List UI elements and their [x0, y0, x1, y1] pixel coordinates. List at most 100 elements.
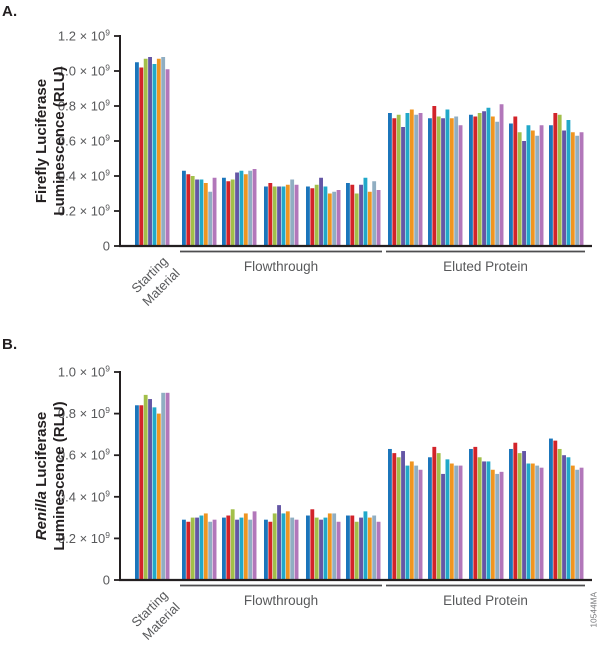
bar	[436, 116, 441, 246]
bar	[575, 135, 580, 246]
bar	[530, 130, 535, 246]
bar	[522, 141, 526, 246]
bar	[165, 69, 170, 246]
bar	[350, 515, 355, 580]
bar	[557, 448, 562, 580]
bar	[418, 113, 423, 246]
bar	[290, 517, 295, 580]
bar	[156, 58, 161, 246]
y-tick-label: 0	[103, 573, 110, 588]
bar	[396, 114, 401, 246]
bar	[388, 448, 392, 580]
bar	[306, 186, 310, 246]
bar	[367, 191, 372, 246]
bar	[414, 114, 419, 246]
bar	[530, 463, 535, 580]
bar	[517, 453, 522, 580]
y-tick-label: 0.2 × 109	[58, 530, 110, 546]
bar	[161, 392, 166, 580]
bar	[319, 519, 323, 580]
bar	[327, 513, 332, 580]
y-tick-label: 0.8 × 109	[58, 98, 110, 114]
y-tick-label: 0.6 × 109	[58, 133, 110, 149]
y-axis-title-line: Luminescence (RLU)	[51, 401, 68, 550]
panel-label-b: B.	[2, 336, 18, 353]
bar	[376, 190, 381, 246]
bar	[495, 473, 500, 580]
bar	[323, 517, 328, 580]
bar	[350, 184, 355, 246]
bar	[143, 394, 148, 580]
bar	[401, 451, 405, 580]
bar	[579, 132, 584, 246]
y-tick-label: 0.6 × 109	[58, 447, 110, 463]
bar	[363, 511, 368, 580]
bar	[235, 172, 239, 246]
bar	[281, 513, 286, 580]
bar	[277, 186, 281, 246]
bar	[165, 392, 170, 580]
section-label: Flowthrough	[244, 593, 318, 608]
bar	[570, 132, 575, 246]
bar	[310, 188, 315, 246]
bar	[490, 469, 495, 580]
bar	[332, 191, 337, 246]
bar	[182, 519, 186, 580]
bar	[477, 457, 482, 580]
bar	[557, 114, 562, 246]
bar	[482, 461, 486, 580]
bar	[161, 57, 166, 246]
bar	[372, 515, 377, 580]
bar	[566, 457, 571, 580]
bar	[526, 125, 531, 246]
y-axis-title-line: Firefly Luciferase	[33, 79, 50, 203]
bar	[549, 438, 553, 580]
bar	[152, 64, 157, 246]
bar	[436, 453, 441, 580]
bar	[549, 125, 553, 246]
bar	[323, 186, 328, 246]
bar	[535, 135, 540, 246]
bar	[148, 399, 152, 580]
bar	[143, 58, 148, 246]
y-tick-label: 0.4 × 109	[58, 168, 110, 184]
bar	[156, 413, 161, 580]
bar	[182, 170, 186, 246]
bar	[445, 109, 450, 246]
bar	[477, 113, 482, 246]
bar	[432, 106, 437, 246]
bar	[239, 517, 244, 580]
bar	[539, 125, 544, 246]
bar	[294, 184, 299, 246]
bar	[243, 174, 248, 246]
bar	[495, 121, 500, 246]
bar	[509, 123, 513, 246]
bar	[473, 116, 478, 246]
bar	[252, 511, 257, 580]
bar	[509, 448, 513, 580]
bar	[314, 184, 319, 246]
y-axis-title-line: Luminescence (RLU)	[51, 66, 68, 215]
bar	[310, 509, 315, 580]
bar	[208, 191, 213, 246]
bar	[285, 184, 290, 246]
bar	[248, 170, 253, 246]
figure-id-watermark: 10544MA	[589, 591, 599, 628]
bar	[281, 186, 286, 246]
bar	[454, 465, 459, 580]
bar	[186, 174, 191, 246]
bar	[449, 118, 454, 246]
bar	[441, 473, 445, 580]
bar	[346, 515, 350, 580]
bar	[152, 407, 157, 580]
bar	[306, 515, 310, 580]
bar	[367, 517, 372, 580]
bar	[418, 469, 423, 580]
bar	[562, 455, 566, 580]
bar	[517, 132, 522, 246]
bar	[252, 169, 257, 246]
section-label: Eluted Protein	[443, 259, 528, 274]
bar	[190, 176, 195, 246]
bar	[199, 179, 204, 246]
